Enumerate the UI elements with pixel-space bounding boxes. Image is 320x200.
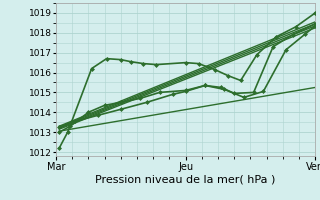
X-axis label: Pression niveau de la mer( hPa ): Pression niveau de la mer( hPa )	[95, 174, 276, 184]
